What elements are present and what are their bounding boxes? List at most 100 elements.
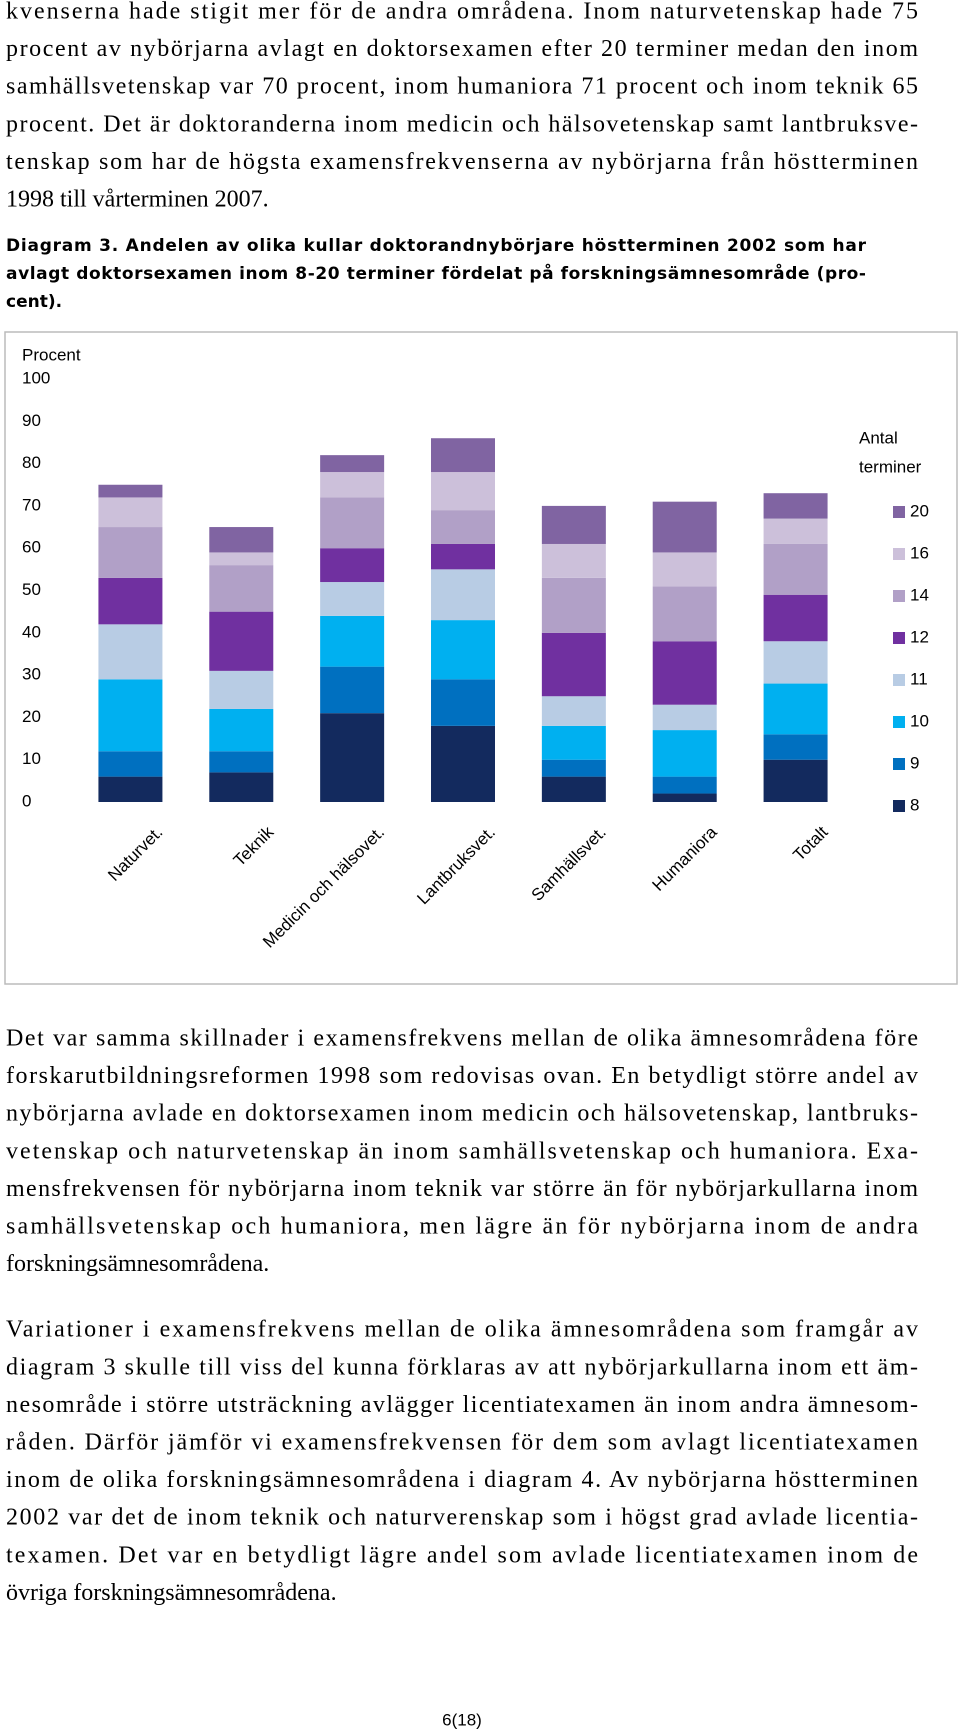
bar-segment [541, 505, 606, 544]
paragraph-line: forskningsämnesområdena. [6, 1251, 269, 1277]
caption-line: cent). [6, 292, 62, 312]
bar-segment [320, 548, 385, 583]
y-tick-label: 50 [22, 580, 41, 599]
paragraph-line: texamen. Det var en betydligt lägre ande… [6, 1542, 918, 1568]
page-number: 6(18) [442, 1710, 482, 1729]
y-tick-label: 10 [22, 749, 41, 768]
bar-segment [763, 734, 828, 760]
bar-segment [652, 501, 717, 553]
legend-title: terminer [859, 457, 922, 476]
bar-segment [431, 472, 495, 511]
bar-segment [320, 582, 385, 616]
bar-segment [98, 751, 163, 777]
bar-segment [320, 497, 385, 549]
bar-segment [652, 776, 717, 794]
bar-segment [98, 527, 163, 578]
paragraph-line: samhällsvetenskap och humaniora, men läg… [6, 1214, 918, 1240]
bar-segment [320, 666, 385, 714]
bar-segment [431, 679, 495, 726]
legend-label: 14 [910, 585, 929, 604]
legend-title: Antal [859, 428, 898, 447]
paragraph-line: tenskap som har de högsta examensfrekven… [6, 149, 918, 175]
paragraph-line: mensfrekvensen för nybörjarna inom tekni… [6, 1176, 918, 1202]
legend-label: 10 [910, 711, 929, 730]
paragraph-line: inom de olika forskningsämnesområdena i … [6, 1467, 918, 1493]
bar-segment [431, 510, 495, 544]
bar-segment [541, 632, 606, 697]
legend-label: 12 [910, 627, 929, 646]
paragraph-line: kvenserna hade stigit mer för de andra o… [6, 0, 918, 25]
bar-segment [98, 484, 163, 498]
legend-swatch [893, 632, 905, 644]
bar-segment [431, 725, 495, 802]
bar-segment [652, 704, 717, 731]
legend-swatch [893, 506, 905, 518]
y-tick-label: 40 [22, 622, 41, 641]
bar-segment [652, 793, 717, 802]
bar-segment [763, 594, 828, 642]
bar-segment [652, 730, 717, 777]
bar-segment [320, 713, 385, 802]
caption-line: Diagram 3. Andelen av olika kullar dokto… [6, 236, 867, 256]
legend-swatch [893, 800, 905, 812]
legend-label: 20 [910, 501, 929, 520]
y-tick-label: 60 [22, 538, 41, 557]
bar-segment [98, 776, 163, 802]
paragraph-line: 1998 till vårterminen 2007. [6, 187, 269, 213]
bar-segment [763, 493, 828, 519]
bar-segment [209, 708, 274, 752]
paragraph-line: övriga forskningsämnesområdena. [6, 1580, 337, 1606]
bar-segment [320, 455, 385, 473]
y-tick-label: 90 [22, 411, 41, 430]
bar-segment [763, 683, 828, 735]
y-tick-label: 100 [22, 368, 50, 387]
bar-segment [541, 725, 606, 760]
bar-segment [431, 569, 495, 621]
bar-segment [431, 438, 495, 473]
bar-segment [763, 518, 828, 544]
paragraph-line: 2002 var det de inom teknik och naturver… [6, 1505, 918, 1531]
bar-segment [431, 543, 495, 570]
y-tick-label: 30 [22, 665, 41, 684]
bar-segment [541, 696, 606, 726]
legend-swatch [893, 590, 905, 602]
bar-segment [209, 565, 274, 612]
y-tick-label: 80 [22, 453, 41, 472]
bar-segment [98, 497, 163, 528]
paragraph-line: Det var samma skillnader i examensfrekve… [6, 1026, 918, 1052]
bar-segment [209, 772, 274, 802]
bar-segment [431, 620, 495, 680]
bar-segment [209, 552, 274, 566]
bar-segment [209, 611, 274, 671]
bar-segment [98, 577, 163, 625]
bar-segment [652, 586, 717, 642]
paragraph-line: procent av nybörjarna avlagt en doktorse… [6, 36, 918, 62]
bar-segment [541, 759, 606, 777]
paragraph-line: vetenskap och naturvetenskap än inom sam… [6, 1138, 918, 1164]
caption-line: avlagt doktorsexamen inom 8-20 terminer … [6, 262, 866, 284]
legend-label: 9 [910, 753, 919, 772]
legend-swatch [893, 716, 905, 728]
bar-segment [209, 751, 274, 773]
bar-segment [209, 527, 274, 553]
legend-label: 11 [910, 669, 928, 688]
bar-segment [98, 624, 163, 680]
paragraph-line: procent. Det är doktoranderna inom medic… [6, 111, 918, 137]
bar-segment [763, 543, 828, 595]
paragraph-line: forskarutbildningsreformen 1998 som redo… [6, 1063, 918, 1089]
paragraph-line: samhällsvetenskap var 70 procent, inom h… [6, 74, 918, 100]
bar-segment [320, 472, 385, 498]
paragraph-line: nybörjarna avlade en doktorsexamen inom … [6, 1101, 918, 1127]
paragraph-line: diagram 3 skulle till viss del kunna för… [6, 1354, 918, 1380]
bar-segment [541, 543, 606, 578]
legend-label: 8 [910, 795, 919, 814]
bar-segment [209, 670, 274, 709]
y-tick-label: 0 [22, 791, 31, 810]
bar-segment [763, 759, 828, 802]
paragraph-line: Variationer i examensfrekvens mellan de … [6, 1317, 918, 1343]
y-tick-label: 20 [22, 707, 41, 726]
legend-swatch [893, 758, 905, 770]
bar-segment [320, 615, 385, 667]
legend-label: 16 [910, 543, 929, 562]
